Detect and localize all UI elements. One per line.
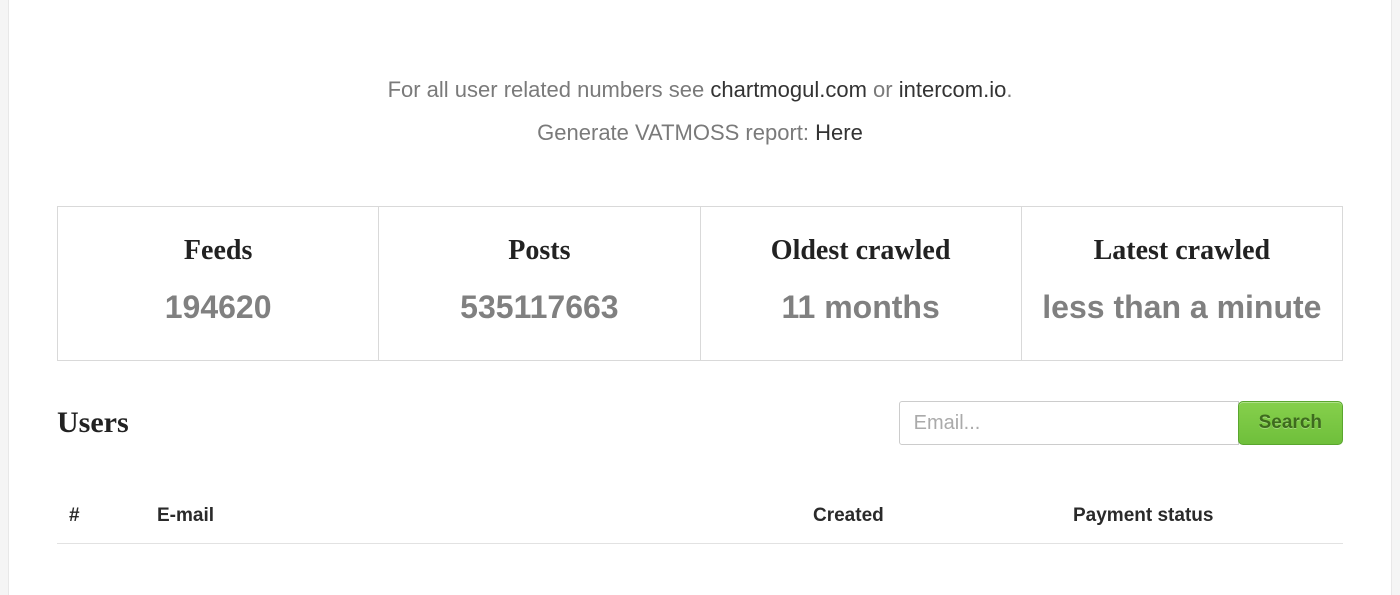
stat-title-oldest: Oldest crawled xyxy=(713,235,1009,267)
stat-card-feeds: Feeds 194620 xyxy=(57,206,379,361)
header-info: For all user related numbers see chartmo… xyxy=(9,0,1391,150)
stat-value-latest: less than a minute xyxy=(1034,289,1330,326)
header-intro-suffix: . xyxy=(1006,77,1012,102)
users-title: Users xyxy=(57,406,129,440)
chartmogul-link[interactable]: chartmogul.com xyxy=(710,77,867,102)
stat-card-latest: Latest crawled less than a minute xyxy=(1021,206,1343,361)
vatmoss-here-link[interactable]: Here xyxy=(815,120,863,145)
stat-value-posts: 535117663 xyxy=(391,289,687,326)
stat-value-oldest: 11 months xyxy=(713,289,1009,326)
stat-title-feeds: Feeds xyxy=(70,235,366,267)
header-intro-prefix: For all user related numbers see xyxy=(388,77,711,102)
stat-title-latest: Latest crawled xyxy=(1034,235,1330,267)
stat-title-posts: Posts xyxy=(391,235,687,267)
header-intro-mid: or xyxy=(873,77,899,102)
users-table-header: # E-mail Created Payment status xyxy=(57,489,1343,544)
email-search-input[interactable] xyxy=(899,401,1239,445)
vatmoss-prefix: Generate VATMOSS report: xyxy=(537,120,815,145)
page-wrapper: For all user related numbers see chartmo… xyxy=(8,0,1392,595)
stat-value-feeds: 194620 xyxy=(70,289,366,326)
col-header-index: # xyxy=(57,505,157,527)
search-group: Search xyxy=(899,401,1343,445)
col-header-email: E-mail xyxy=(157,505,813,527)
stat-card-oldest: Oldest crawled 11 months xyxy=(700,206,1022,361)
header-line-1: For all user related numbers see chartmo… xyxy=(9,72,1391,107)
stats-row: Feeds 194620 Posts 535117663 Oldest craw… xyxy=(57,206,1343,361)
col-header-payment: Payment status xyxy=(1073,505,1343,527)
header-line-2: Generate VATMOSS report: Here xyxy=(9,115,1391,150)
intercom-link[interactable]: intercom.io xyxy=(899,77,1007,102)
col-header-created: Created xyxy=(813,505,1073,527)
search-button[interactable]: Search xyxy=(1238,401,1343,445)
users-header: Users Search xyxy=(57,401,1343,445)
stat-card-posts: Posts 535117663 xyxy=(378,206,700,361)
